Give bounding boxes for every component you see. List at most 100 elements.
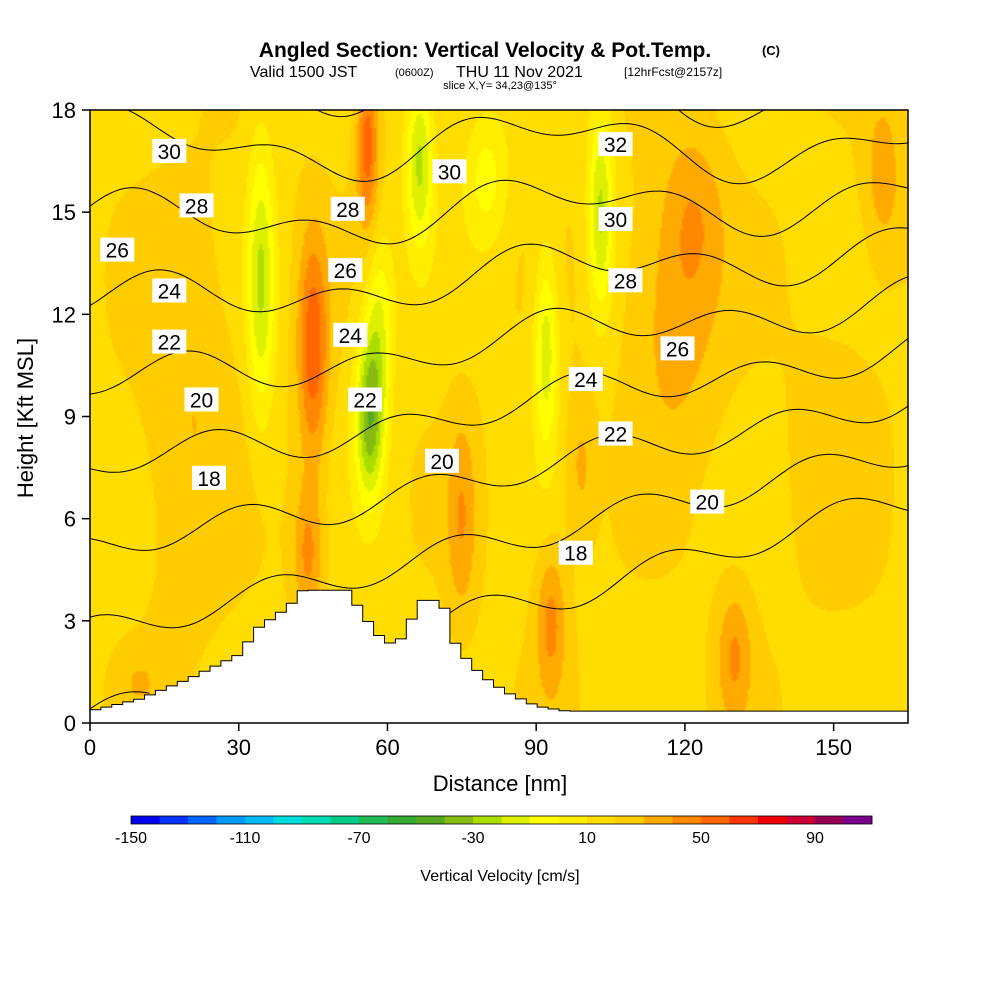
title-mark: (C) <box>762 43 780 58</box>
theta-contour-labels: 30 28 26 24 22 20 18 28 26 24 22 20 30 32 30 28 26 24 22 20… <box>100 132 725 566</box>
colorbar-tick-label: 50 <box>692 830 710 847</box>
theta-label-text: 22 <box>353 390 376 413</box>
y-tick-label: 6 <box>64 507 76 532</box>
y-tick-label: 15 <box>52 200 76 225</box>
y-tick-label: 12 <box>52 302 76 327</box>
theta-label-text: 26 <box>666 338 689 361</box>
colorbar-swatch <box>644 816 673 824</box>
x-axis: 0 30 60 90 120 150 <box>84 723 852 760</box>
theta-contour-line <box>90 276 908 395</box>
theta-label: 22 <box>598 421 633 447</box>
colorbar-swatch <box>302 816 331 824</box>
colorbar-swatch <box>558 816 588 824</box>
theta-label: 20 <box>184 387 219 413</box>
colorbar-swatch <box>473 816 502 824</box>
colorbar-swatch <box>672 816 702 824</box>
subtitle: Valid 1500 JST (0600Z) THU 11 Nov 2021 [… <box>250 64 722 81</box>
theta-contours <box>90 110 908 710</box>
colorbar-swatch <box>786 816 816 824</box>
theta-contour-line <box>316 110 766 128</box>
colorbar-tick-label: -150 <box>115 830 147 847</box>
theta-label-text: 18 <box>197 468 220 491</box>
theta-label: 28 <box>608 268 643 293</box>
colorbar-tick-label: 10 <box>578 830 596 847</box>
y-tick-label: 9 <box>64 405 76 430</box>
colorbar-swatch <box>587 816 616 824</box>
y-axis: 0 3 6 9 12 15 18 <box>52 98 90 736</box>
colorbar-swatch <box>330 816 360 824</box>
theta-label-text: 24 <box>574 369 598 392</box>
theta-label-text: 20 <box>190 390 213 413</box>
theta-contour-line <box>90 497 908 710</box>
theta-label-text: 18 <box>564 543 587 566</box>
x-axis-label: Distance [nm] <box>433 771 568 796</box>
velocity-heatmap <box>90 110 908 723</box>
x-tick-label: 90 <box>524 735 548 760</box>
theta-label-text: 20 <box>696 492 719 515</box>
theta-label: 24 <box>152 278 187 304</box>
x-tick-label: 120 <box>667 735 704 760</box>
theta-contour-line <box>90 405 908 551</box>
x-tick-label: 150 <box>815 735 852 760</box>
theta-label-text: 24 <box>158 281 182 304</box>
colorbar-tick-label: 90 <box>806 830 824 847</box>
colorbar-swatch <box>159 816 189 824</box>
colorbar-label: Vertical Velocity [cm/s] <box>420 868 579 885</box>
subtitle-main: Valid 1500 JST <box>250 64 358 81</box>
colorbar-swatch <box>359 816 388 824</box>
colorbar-swatch <box>131 816 160 824</box>
colorbar-swatch <box>758 816 787 824</box>
y-tick-label: 18 <box>52 98 76 123</box>
theta-label-text: 28 <box>185 195 208 218</box>
theta-label-text: 24 <box>339 325 363 348</box>
theta-contour-line <box>126 110 908 185</box>
theta-label: 22 <box>152 329 187 355</box>
theta-label-text: 22 <box>604 424 627 447</box>
theta-label: 28 <box>179 193 214 218</box>
colorbar-tick-label: -30 <box>461 830 484 847</box>
x-tick-label: 0 <box>84 735 96 760</box>
x-tick-label: 30 <box>226 735 250 760</box>
colorbar-swatch <box>387 816 417 824</box>
theta-label-text: 22 <box>158 332 181 355</box>
theta-label: 28 <box>330 196 365 222</box>
chart-title: Angled Section: Vertical Velocity & Pot.… <box>259 39 711 62</box>
theta-label: 26 <box>660 336 695 361</box>
colorbar-swatch <box>245 816 274 824</box>
y-axis-label: Height [Kft MSL] <box>13 338 38 498</box>
y-tick-label: 0 <box>64 711 76 736</box>
colorbar-swatch <box>188 816 217 824</box>
theta-label-text: 28 <box>336 199 359 222</box>
theta-contour-line <box>90 453 908 629</box>
theta-label: 18 <box>558 540 593 566</box>
theta-label-text: 30 <box>438 161 461 184</box>
colorbar-swatch <box>701 816 730 824</box>
colorbar-swatch <box>615 816 645 824</box>
colorbar-tick-label: -70 <box>347 830 370 847</box>
colorbar-swatch <box>273 816 303 824</box>
theta-label: 30 <box>432 159 467 184</box>
colorbar-swatch <box>530 816 559 824</box>
theta-label: 20 <box>425 448 459 474</box>
colorbar-swatch <box>501 816 531 824</box>
theta-label: 20 <box>690 489 725 515</box>
theta-label: 26 <box>328 258 363 283</box>
theta-label: 26 <box>100 237 135 263</box>
theta-label: 24 <box>568 367 603 392</box>
colorbar-swatch <box>444 816 474 824</box>
theta-label: 30 <box>152 138 187 164</box>
theta-contour-line <box>90 338 908 473</box>
theta-label-text: 26 <box>106 240 129 263</box>
theta-contour-line <box>90 179 908 245</box>
theta-label-text: 20 <box>430 451 453 474</box>
y-tick-label: 3 <box>64 609 76 634</box>
colorbar-swatch <box>216 816 246 824</box>
theta-label: 22 <box>348 387 383 413</box>
theta-label: 18 <box>192 465 226 491</box>
colorbar-swatch <box>843 816 873 824</box>
colorbar-swatch <box>815 816 844 824</box>
colorbar: -150 -110 -70 -30 10 50 90 <box>115 815 873 847</box>
theta-label: 24 <box>333 322 368 348</box>
theta-label-text: 26 <box>334 260 357 283</box>
